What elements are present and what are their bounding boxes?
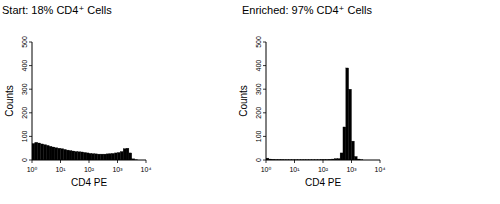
- x-tick-label: 10¹: [55, 166, 66, 173]
- x-tick: [89, 160, 90, 163]
- x-tick-label: 10³: [112, 166, 123, 173]
- bar: [63, 149, 66, 160]
- y-tick: [263, 42, 266, 43]
- bar: [349, 89, 352, 160]
- title: Start: 18% CD4⁺ Cells: [2, 4, 112, 16]
- bar: [75, 152, 78, 160]
- bar: [103, 154, 106, 160]
- bar: [69, 151, 72, 160]
- y-tick: [29, 136, 32, 137]
- x-tick: [32, 160, 33, 163]
- bar: [78, 152, 81, 160]
- x-tick: [146, 160, 147, 163]
- bar: [66, 150, 69, 160]
- y-tick-label: 300: [255, 83, 262, 95]
- bar: [80, 152, 83, 160]
- x-tick-label: 10⁴: [141, 166, 152, 173]
- y-tick-label: 400: [21, 60, 28, 72]
- bar: [61, 149, 64, 160]
- bar: [354, 156, 357, 160]
- histogram-panel: Start: 18% CD4⁺ Cells 0 100 200 300 400 500 10⁰…: [2, 4, 151, 188]
- bar: [100, 154, 103, 160]
- bar: [95, 154, 98, 160]
- bar: [43, 145, 46, 160]
- y-tick-label: 200: [21, 107, 28, 119]
- y-tick: [29, 42, 32, 43]
- bar: [72, 151, 75, 160]
- bar: [49, 146, 52, 160]
- bars: [266, 68, 363, 160]
- y-tick-label: 100: [255, 130, 262, 142]
- histogram-panel: Enriched: 97% CD4⁺ Cells 0 100 200 300 400 500…: [238, 4, 385, 188]
- y-tick: [263, 65, 266, 66]
- y-tick-label: 100: [21, 130, 28, 142]
- y-axis: [266, 42, 267, 160]
- bar: [126, 148, 129, 160]
- x-tick: [117, 160, 118, 163]
- bar: [129, 153, 132, 160]
- bar: [35, 142, 38, 160]
- x-tick-label: 10³: [346, 166, 357, 173]
- x-tick: [294, 160, 295, 163]
- bar: [86, 153, 89, 160]
- bar: [123, 149, 126, 160]
- y-tick: [29, 112, 32, 113]
- y-tick-label: 0: [21, 158, 28, 162]
- x-tick: [60, 160, 61, 163]
- bar: [98, 154, 101, 160]
- bar: [58, 148, 61, 160]
- y-axis: [32, 42, 33, 160]
- bars: [32, 142, 137, 160]
- bar: [340, 153, 343, 160]
- bar: [120, 152, 123, 160]
- bar: [343, 127, 346, 160]
- y-tick: [263, 112, 266, 113]
- bar: [38, 143, 41, 160]
- y-tick: [29, 160, 32, 161]
- bar: [346, 68, 349, 160]
- bar: [352, 141, 355, 160]
- title: Enriched: 97% CD4⁺ Cells: [242, 4, 372, 16]
- y-tick: [263, 160, 266, 161]
- y-tick-label: 500: [21, 36, 28, 48]
- y-tick: [29, 89, 32, 90]
- bar: [115, 153, 118, 160]
- bar: [92, 154, 95, 160]
- bar: [83, 152, 86, 160]
- x-axis-label: CD4 PE: [71, 177, 107, 188]
- x-tick-label: 10⁴: [375, 166, 386, 173]
- y-tick-label: 500: [255, 36, 262, 48]
- x-tick-label: 10¹: [289, 166, 300, 173]
- bar: [89, 153, 92, 160]
- x-tick-label: 10⁰: [27, 166, 38, 173]
- bar: [55, 148, 58, 160]
- bar: [46, 145, 49, 160]
- bar: [52, 147, 55, 160]
- figure: Start: 18% CD4⁺ Cells 0 100 200 300 400 500 10⁰…: [0, 0, 500, 204]
- x-tick-label: 10⁰: [261, 166, 272, 173]
- y-tick-label: 0: [255, 158, 262, 162]
- x-tick: [266, 160, 267, 163]
- bar: [106, 154, 109, 160]
- x-axis-label: CD4 PE: [305, 177, 341, 188]
- x-tick-label: 10²: [318, 166, 329, 173]
- y-axis-label: Counts: [238, 85, 249, 117]
- y-tick-label: 400: [255, 60, 262, 72]
- y-tick: [263, 89, 266, 90]
- x-tick: [323, 160, 324, 163]
- y-tick: [29, 65, 32, 66]
- bar: [118, 152, 121, 160]
- y-tick: [263, 136, 266, 137]
- x-tick-label: 10²: [84, 166, 95, 173]
- x-tick: [351, 160, 352, 163]
- x-tick: [380, 160, 381, 163]
- y-tick-label: 300: [21, 83, 28, 95]
- y-tick-label: 200: [255, 107, 262, 119]
- y-axis-label: Counts: [4, 85, 15, 117]
- bar: [41, 144, 44, 160]
- bar: [112, 153, 115, 160]
- bar: [109, 154, 112, 160]
